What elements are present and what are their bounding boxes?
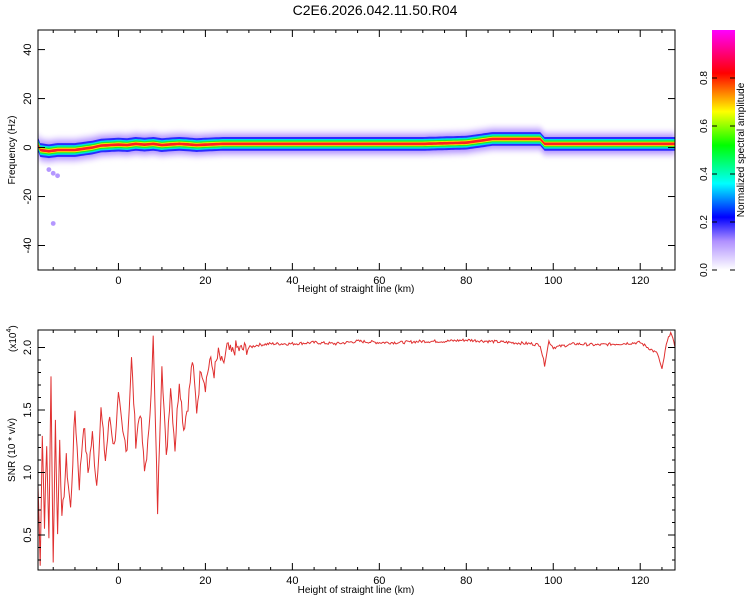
- colorbar-gradient: [712, 30, 735, 270]
- snr-xtick-label: 40: [286, 575, 298, 587]
- snr-xtick-label: 80: [460, 575, 472, 587]
- spectrogram-band-red: [38, 137, 675, 153]
- colorbar-tick-label: 0.6: [699, 119, 710, 133]
- spectrogram-xtick-label: 40: [286, 275, 298, 287]
- spectrogram-xtick-label: 100: [544, 275, 562, 287]
- snr-scale-base: (x10: [8, 332, 19, 352]
- snr-xtick-label: 20: [199, 575, 211, 587]
- colorbar-tick-label: 0.8: [699, 71, 710, 85]
- snr-ticks: 0 20 40 60 80 100 120 0.5 1.0 1.5 2.0: [22, 330, 675, 587]
- snr-xlabel: Height of straight line (km): [298, 585, 415, 596]
- figure-title: C2E6.2026.042.11.50.R04: [293, 2, 458, 18]
- snr-ylabel: SNR (10 * v/v): [7, 418, 18, 482]
- spectrogram-ytick-label: 40: [22, 43, 34, 55]
- colorbar-tick-label: 0.2: [699, 215, 710, 229]
- spectrogram-stray-point: [46, 167, 52, 172]
- spectrogram-stray-point: [50, 221, 56, 226]
- spectrogram-ytick-label: 20: [22, 92, 34, 104]
- snr-frame: [37, 329, 676, 571]
- spectrogram-ticks: 0 20 40 60 80 100 120 -40 -20 0 20 40: [22, 30, 675, 287]
- snr-xtick-label: 100: [544, 575, 562, 587]
- colorbar: 0.0 0.2 0.4 0.6 0.8 Normalized spectral ampl…: [699, 30, 747, 277]
- svg-text:(x104): (x104): [6, 325, 19, 352]
- spectrogram-xtick-label: 80: [460, 275, 472, 287]
- colorbar-label: Normalized spectral amplitude: [736, 82, 747, 217]
- snr-xtick-label: 0: [115, 575, 121, 587]
- spectrogram-heatmap: [38, 125, 675, 226]
- spectrogram-xtick-label: 0: [115, 275, 121, 287]
- spectrogram-ytick-label: -20: [22, 189, 34, 205]
- snr-ytick-label: 0.5: [22, 527, 34, 542]
- colorbar-tick-label: 0.4: [699, 167, 710, 181]
- spectrogram-panel: 0 20 40 60 80 100 120 -40 -20 0 20 40 Height of str…: [7, 29, 676, 295]
- snr-xtick-label: 120: [631, 575, 649, 587]
- spectrogram-ytick-label: 0: [22, 144, 34, 150]
- spectrogram-stray-point: [55, 173, 60, 179]
- spectrogram-xtick-label: 120: [631, 275, 649, 287]
- snr-panel: 0 20 40 60 80 100 120 0.5 1.0 1.5 2.0 Height of st…: [6, 325, 676, 596]
- colorbar-tick-label: 0.0: [699, 263, 710, 277]
- snr-ytick-label: 1.0: [22, 465, 34, 480]
- spectrogram-stray-point: [50, 170, 56, 176]
- snr-scale-exp: 4: [6, 329, 13, 333]
- spectrogram-xlabel: Height of straight line (km): [298, 284, 415, 295]
- snr-ytick-label: 1.5: [22, 402, 34, 417]
- snr-ytick-label: 2.0: [22, 340, 34, 355]
- spectrogram-frame: [37, 29, 676, 271]
- spectrogram-ytick-label: -40: [22, 238, 34, 254]
- spectrogram-xtick-label: 20: [199, 275, 211, 287]
- spectrogram-xtick-label: 60: [373, 275, 385, 287]
- snr-xtick-label: 60: [373, 575, 385, 587]
- snr-scale-label: (x104): [6, 325, 19, 352]
- spectrogram-ylabel: Frequency (Hz): [7, 116, 18, 185]
- snr-series-line: [38, 331, 675, 566]
- colorbar-ticks: 0.0 0.2 0.4 0.6 0.8: [699, 71, 735, 277]
